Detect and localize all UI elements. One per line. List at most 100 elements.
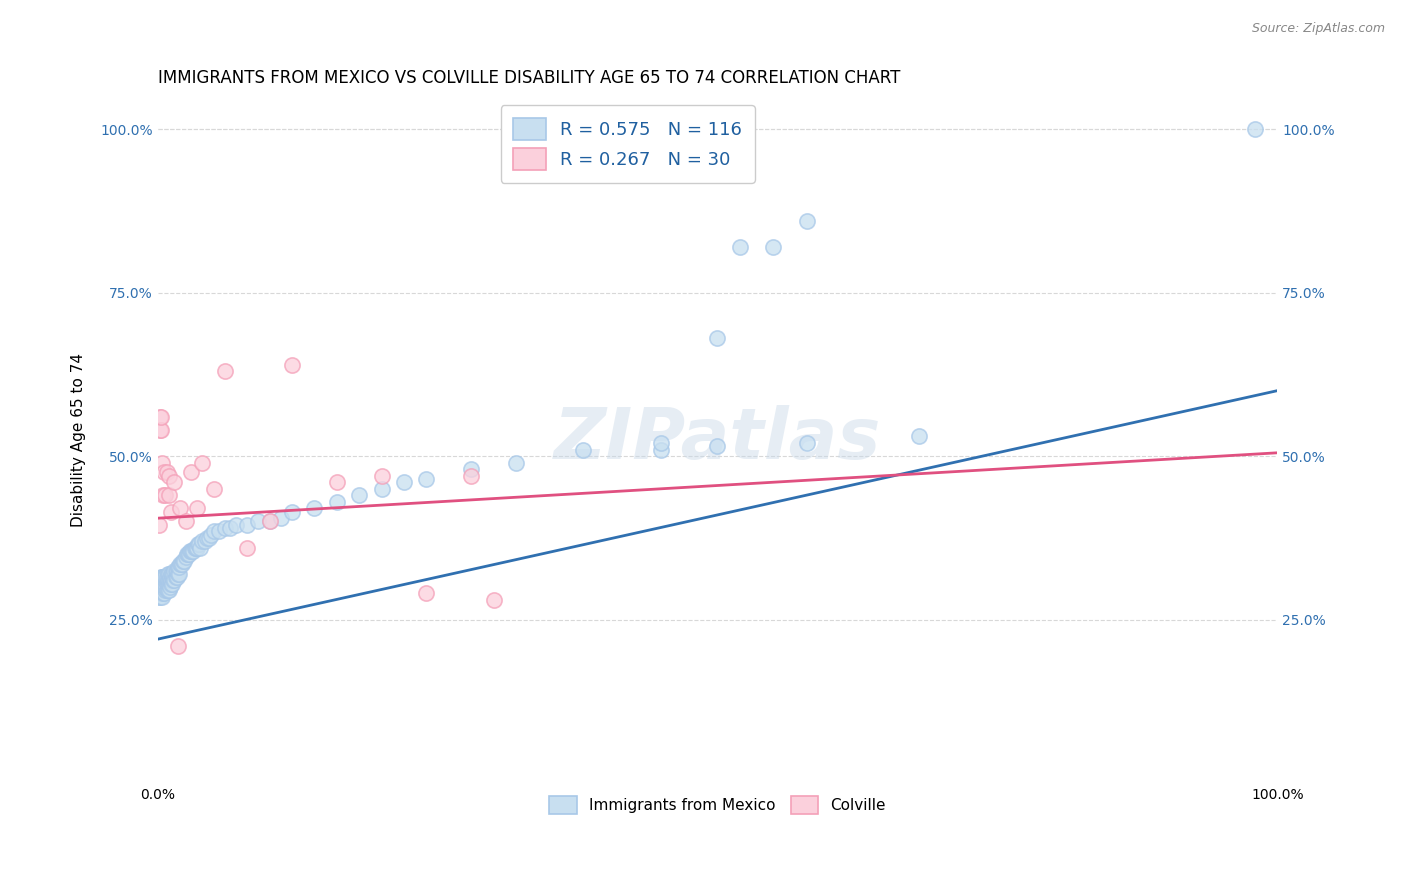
Point [160,576,183,591]
Point [159,570,181,584]
Point [153,570,176,584]
Point [259,515,281,529]
Point [160,574,183,588]
Point [505,456,527,470]
Point [460,462,482,476]
Point [166,560,188,574]
Y-axis label: Disability Age 65 to 74: Disability Age 65 to 74 [72,352,86,526]
Point [150,570,173,584]
Point [155,488,177,502]
Point [163,475,186,490]
Text: Source: ZipAtlas.com: Source: ZipAtlas.com [1251,22,1385,36]
Point [188,537,211,551]
Point [187,537,209,551]
Point [160,576,183,591]
Point [148,576,170,591]
Point [202,482,225,496]
Point [482,593,505,607]
Point [160,566,183,581]
Point [188,541,211,555]
Point [165,564,187,578]
Point [152,586,174,600]
Point [650,436,672,450]
Point [155,580,177,594]
Point [174,515,197,529]
Point [169,501,191,516]
Point [762,240,785,254]
Point [191,456,214,470]
Point [157,468,180,483]
Point [415,472,437,486]
Point [225,517,247,532]
Point [186,541,208,555]
Point [270,511,292,525]
Point [194,534,217,549]
Point [149,574,172,588]
Point [347,488,370,502]
Point [148,583,170,598]
Point [796,436,818,450]
Point [202,524,225,539]
Point [160,570,183,584]
Point [183,541,205,555]
Point [152,580,174,594]
Point [236,541,259,555]
Point [908,429,931,443]
Point [370,482,392,496]
Point [460,468,482,483]
Point [157,488,180,502]
Point [177,547,200,561]
Point [200,527,222,541]
Point [152,570,174,584]
Point [148,590,170,604]
Point [796,213,818,227]
Point [156,566,179,581]
Point [155,570,177,584]
Point [149,574,172,588]
Point [149,583,172,598]
Point [326,495,349,509]
Point [149,409,172,424]
Point [706,439,728,453]
Point [208,524,231,539]
Point [150,590,173,604]
Point [281,505,304,519]
Point [153,574,176,588]
Point [728,240,751,254]
Point [166,564,188,578]
Point [150,576,173,591]
Point [219,521,242,535]
Point [183,544,205,558]
Point [155,574,177,588]
Point [149,576,172,591]
Point [170,557,193,571]
Point [167,560,190,574]
Point [160,505,183,519]
Point [149,580,172,594]
Point [181,544,204,558]
Point [167,566,190,581]
Point [214,364,236,378]
Point [152,574,174,588]
Point [149,423,172,437]
Point [157,566,180,581]
Point [156,576,179,591]
Point [173,554,195,568]
Point [177,547,200,561]
Point [150,456,173,470]
Point [153,466,176,480]
Point [155,576,177,591]
Point [159,580,181,594]
Point [155,576,177,591]
Point [149,590,172,604]
Point [572,442,595,457]
Point [195,531,218,545]
Point [155,574,177,588]
Point [149,423,172,437]
Point [149,570,172,584]
Point [155,570,177,584]
Point [165,570,187,584]
Point [180,544,202,558]
Point [162,566,184,581]
Point [236,517,259,532]
